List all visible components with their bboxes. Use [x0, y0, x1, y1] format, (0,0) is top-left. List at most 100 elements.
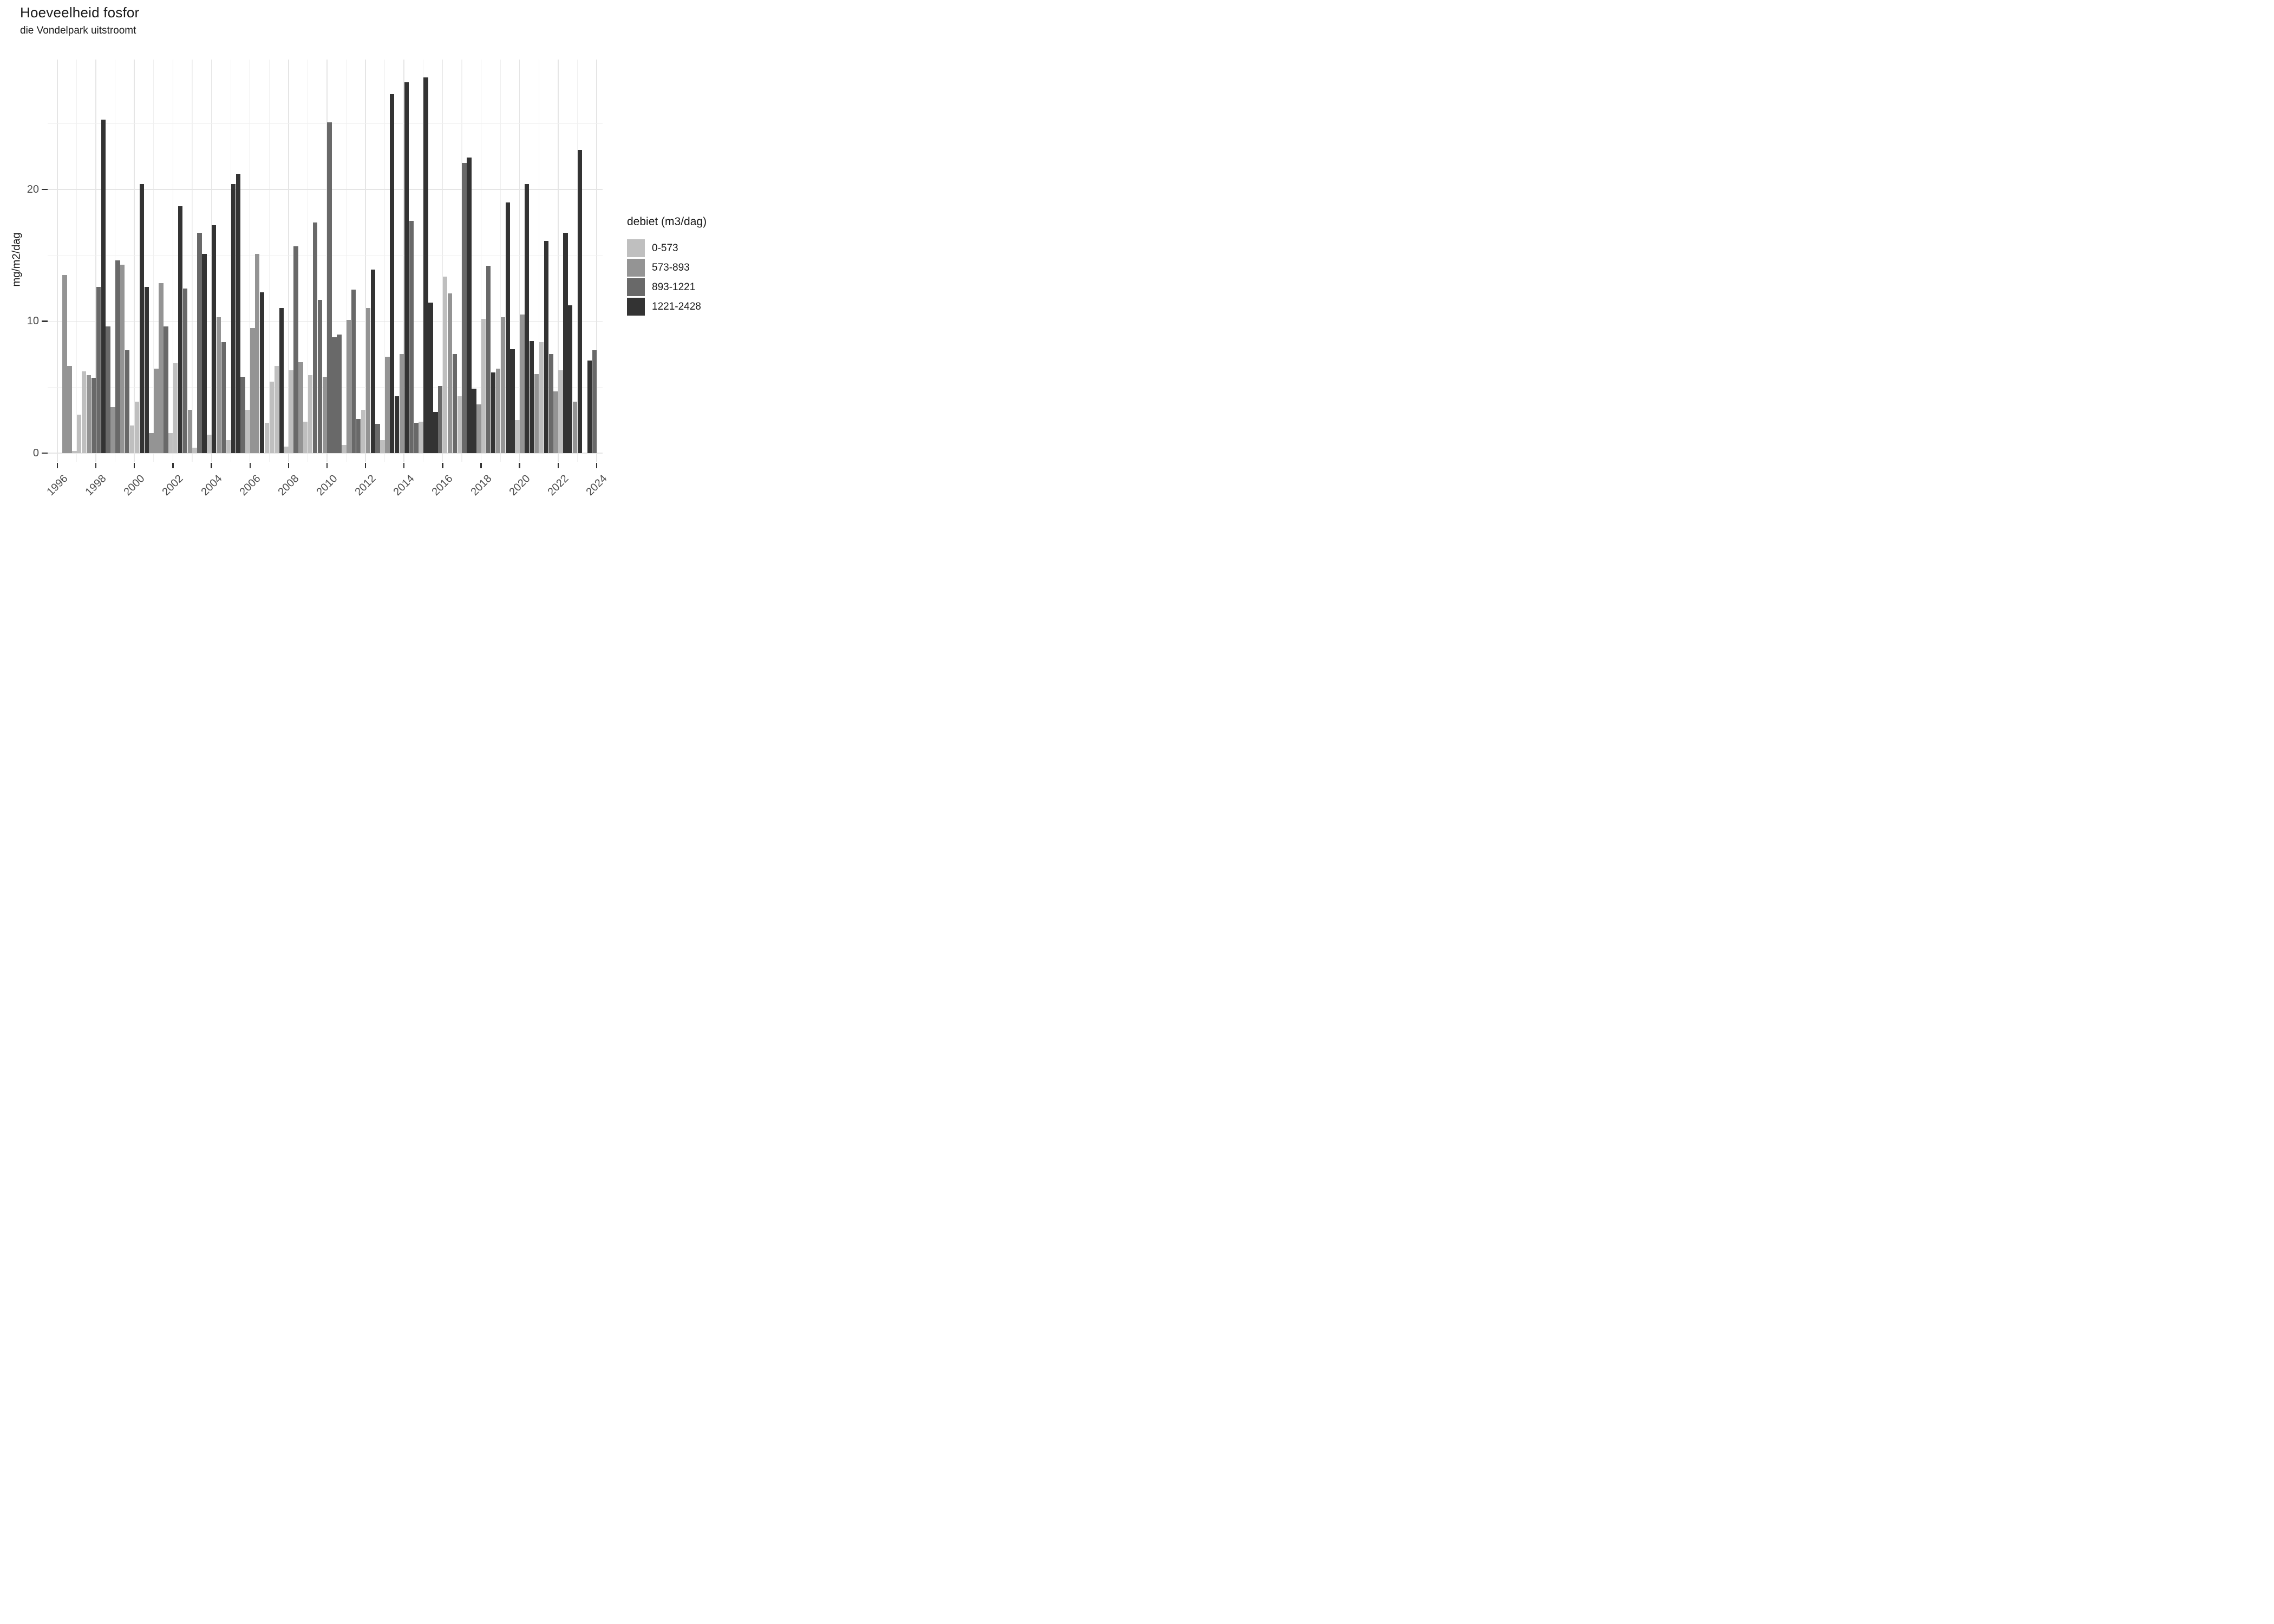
bar-1999-q4	[129, 425, 135, 453]
bar-2002-q4	[187, 409, 192, 453]
legend-item-0-573: 0-573	[627, 239, 756, 257]
gridline-y-major-20	[48, 189, 603, 190]
bar-2004-q4	[226, 440, 231, 453]
gridline-x-major-1996	[57, 60, 58, 462]
bar-2000-q3	[144, 287, 149, 453]
bar-2022-q1	[558, 370, 563, 453]
y-tick-label-0: 0	[32, 447, 39, 459]
bar-2006-q1	[250, 328, 255, 453]
plot-panel	[48, 60, 603, 462]
bar-2011-q4	[361, 409, 366, 453]
bar-2007-q3	[279, 308, 284, 453]
bar-2016-q2	[447, 293, 453, 453]
legend-item-label: 1221-2428	[652, 300, 701, 312]
bar-2014-q2	[409, 221, 414, 453]
gridline-x-minor-2001	[153, 60, 154, 462]
legend-item-573-893: 573-893	[627, 259, 756, 277]
x-tick-2022	[557, 463, 559, 468]
gridline-x-minor-2019	[500, 60, 501, 462]
bar-2020-q3	[529, 340, 534, 453]
bar-2023-q1	[577, 149, 583, 453]
gridline-x-major-2022	[558, 60, 559, 462]
x-tick-2018	[480, 463, 482, 468]
gridline-x-major-2018	[480, 60, 482, 462]
bar-2001-q4	[168, 433, 173, 453]
bar-2020-q1	[520, 315, 525, 453]
bar-1998-q1	[96, 287, 101, 453]
bar-2011-q2	[351, 289, 356, 453]
x-tick-2020	[519, 463, 520, 468]
bar-2016-q3	[452, 354, 458, 453]
x-tick-2014	[403, 463, 405, 468]
bar-2010-q3	[337, 334, 342, 453]
bar-2000-q2	[139, 184, 145, 453]
bar-2012-q1	[365, 308, 370, 453]
bar-2018-q1	[481, 318, 486, 453]
bar-2022-q4	[572, 401, 578, 453]
bar-2008-q2	[293, 246, 298, 453]
x-tick-2012	[364, 463, 367, 468]
bar-2007-q2	[274, 366, 279, 453]
gridline-x-minor-2023	[577, 60, 578, 462]
gridline-x-minor-2007	[269, 60, 270, 462]
bar-2003-q3	[202, 254, 207, 453]
legend-swatch-893-1221	[627, 278, 645, 296]
bar-2015-q4	[438, 385, 443, 453]
bar-2000-q1	[134, 401, 140, 453]
bar-2023-q3	[587, 361, 592, 453]
y-tick-label-10: 10	[27, 315, 39, 328]
x-tick-2008	[287, 463, 290, 468]
gridline-x-minor-2011	[346, 60, 347, 462]
bar-2022-q2	[563, 233, 568, 453]
gridline-x-major-2008	[288, 60, 289, 462]
bar-2000-q4	[149, 433, 154, 453]
bar-2020-q4	[534, 374, 539, 453]
bar-2018-q2	[486, 266, 491, 453]
gridline-x-major-2016	[442, 60, 443, 462]
bar-2019-q4	[515, 420, 520, 453]
bar-2009-q2	[312, 222, 318, 453]
legend-swatch-573-893	[627, 259, 645, 277]
bar-2017-q4	[476, 404, 481, 453]
legend-swatch-0-573	[627, 239, 645, 257]
bar-2016-q1	[442, 276, 448, 453]
x-tick-1998	[95, 463, 97, 468]
gridline-x-major-2006	[249, 60, 251, 462]
bar-1998-q2	[101, 119, 106, 453]
bar-2005-q2	[236, 173, 240, 453]
x-tick-2000	[134, 463, 135, 468]
bar-2014-q1	[404, 82, 409, 453]
bar-1997-q4	[91, 378, 96, 453]
bar-2014-q3	[414, 422, 419, 453]
legend: debiet (m3/dag) 0-573 573-893 893-1221 1…	[627, 215, 756, 317]
bar-1997-q2	[81, 371, 87, 453]
bar-1996-q3	[67, 366, 72, 453]
x-tick-1996	[56, 463, 58, 468]
legend-item-893-1221: 893-1221	[627, 278, 756, 296]
bar-2021-q3	[548, 354, 553, 453]
bar-2006-q4	[264, 422, 270, 453]
bar-2003-q2	[197, 233, 202, 453]
bar-2003-q4	[207, 434, 212, 453]
bar-2021-q1	[539, 342, 544, 453]
legend-item-label: 573-893	[652, 261, 690, 273]
bar-2001-q2	[159, 283, 164, 453]
legend-items: 0-573 573-893 893-1221 1221-2428	[627, 239, 756, 316]
gridline-x-major-2000	[134, 60, 135, 462]
gridline-y-minor-15	[48, 255, 603, 256]
legend-item-label: 893-1221	[652, 281, 696, 293]
y-tick-20	[42, 188, 48, 190]
bar-2004-q3	[221, 342, 226, 453]
gridline-x-major-2012	[365, 60, 366, 462]
gridline-x-major-2004	[211, 60, 212, 462]
gridline-x-major-2024	[596, 60, 597, 462]
y-axis-title: mg/m2/dag	[10, 232, 23, 287]
bar-1997-q3	[86, 375, 92, 453]
bar-2006-q3	[259, 292, 265, 453]
bar-2006-q2	[255, 254, 260, 453]
chart-figure: Hoeveelheid fosfor die Vondelpark uitstr…	[0, 0, 758, 541]
bar-2013-q2	[390, 94, 395, 453]
x-tick-2010	[326, 463, 328, 468]
bar-2012-q2	[370, 270, 375, 453]
bar-2002-q2	[178, 206, 183, 453]
